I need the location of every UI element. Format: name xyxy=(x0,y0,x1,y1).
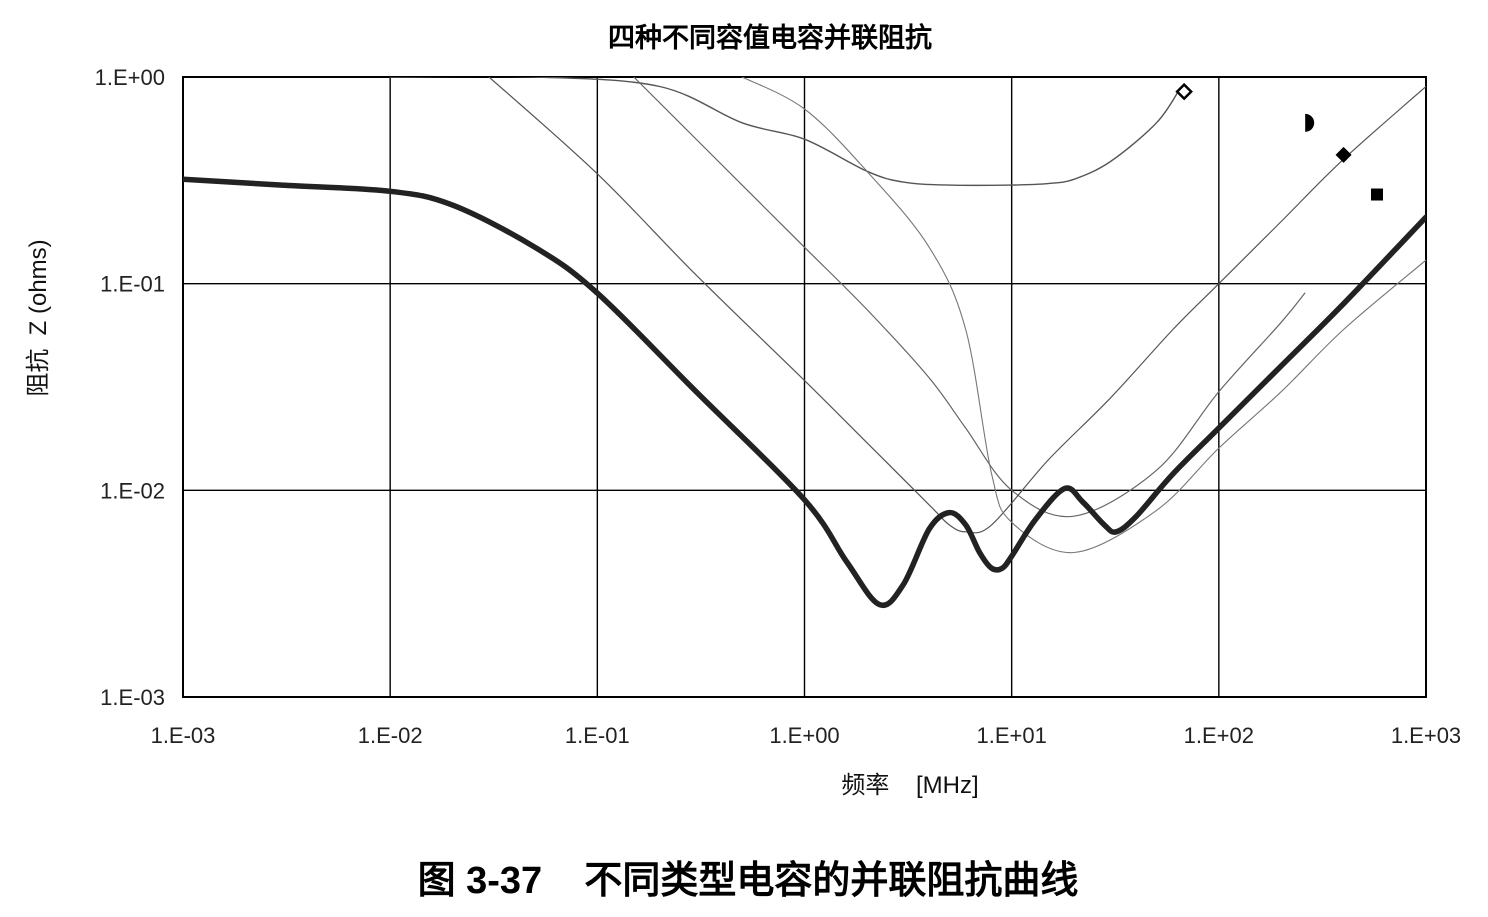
grid-lines xyxy=(182,76,1427,698)
y-tick-label: 1.E+00 xyxy=(95,65,165,90)
x-tick-label: 1.E+03 xyxy=(1391,723,1461,748)
marker-open-diamond xyxy=(1175,82,1193,101)
x-tick-label: 1.E+01 xyxy=(976,723,1046,748)
x-tick-labels: 1.E-03 1.E-02 1.E-01 1.E+00 1.E+01 1.E+02 1.E+… xyxy=(151,723,1462,748)
y-tick-label: 1.E-01 xyxy=(100,272,165,297)
x-axis-label: 频率 [MHz] xyxy=(841,772,978,799)
y-tick-labels: 1.E-03 1.E-02 1.E-01 1.E+00 xyxy=(95,65,165,710)
x-tick-label: 1.E+02 xyxy=(1184,723,1254,748)
y-axis-label: 阻抗 Z (ohms) xyxy=(25,239,52,396)
x-tick-label: 1.E-03 xyxy=(151,723,216,748)
series-group xyxy=(183,77,1426,609)
chart-title: 四种不同容值电容并联阻抗 xyxy=(608,22,932,53)
marker-half-circle xyxy=(1305,113,1315,132)
capacitor-open-diamond-line xyxy=(389,77,1181,187)
figure-caption: 图 3-37 不同类型电容的并联阻抗曲线 xyxy=(418,860,1079,902)
y-tick-label: 1.E-02 xyxy=(100,478,165,503)
marker-square xyxy=(1370,188,1383,201)
marker-filled-diamond xyxy=(1335,146,1352,163)
parallel-impedance-line xyxy=(183,176,1426,609)
x-tick-label: 1.E-02 xyxy=(358,723,423,748)
capacitor-square-line xyxy=(741,77,1426,554)
x-tick-label: 1.E-01 xyxy=(565,723,630,748)
x-tick-label: 1.E+00 xyxy=(769,723,839,748)
capacitor-half-circle-line xyxy=(633,77,1306,518)
y-tick-label: 1.E-03 xyxy=(100,685,165,710)
series-markers xyxy=(1175,82,1383,201)
